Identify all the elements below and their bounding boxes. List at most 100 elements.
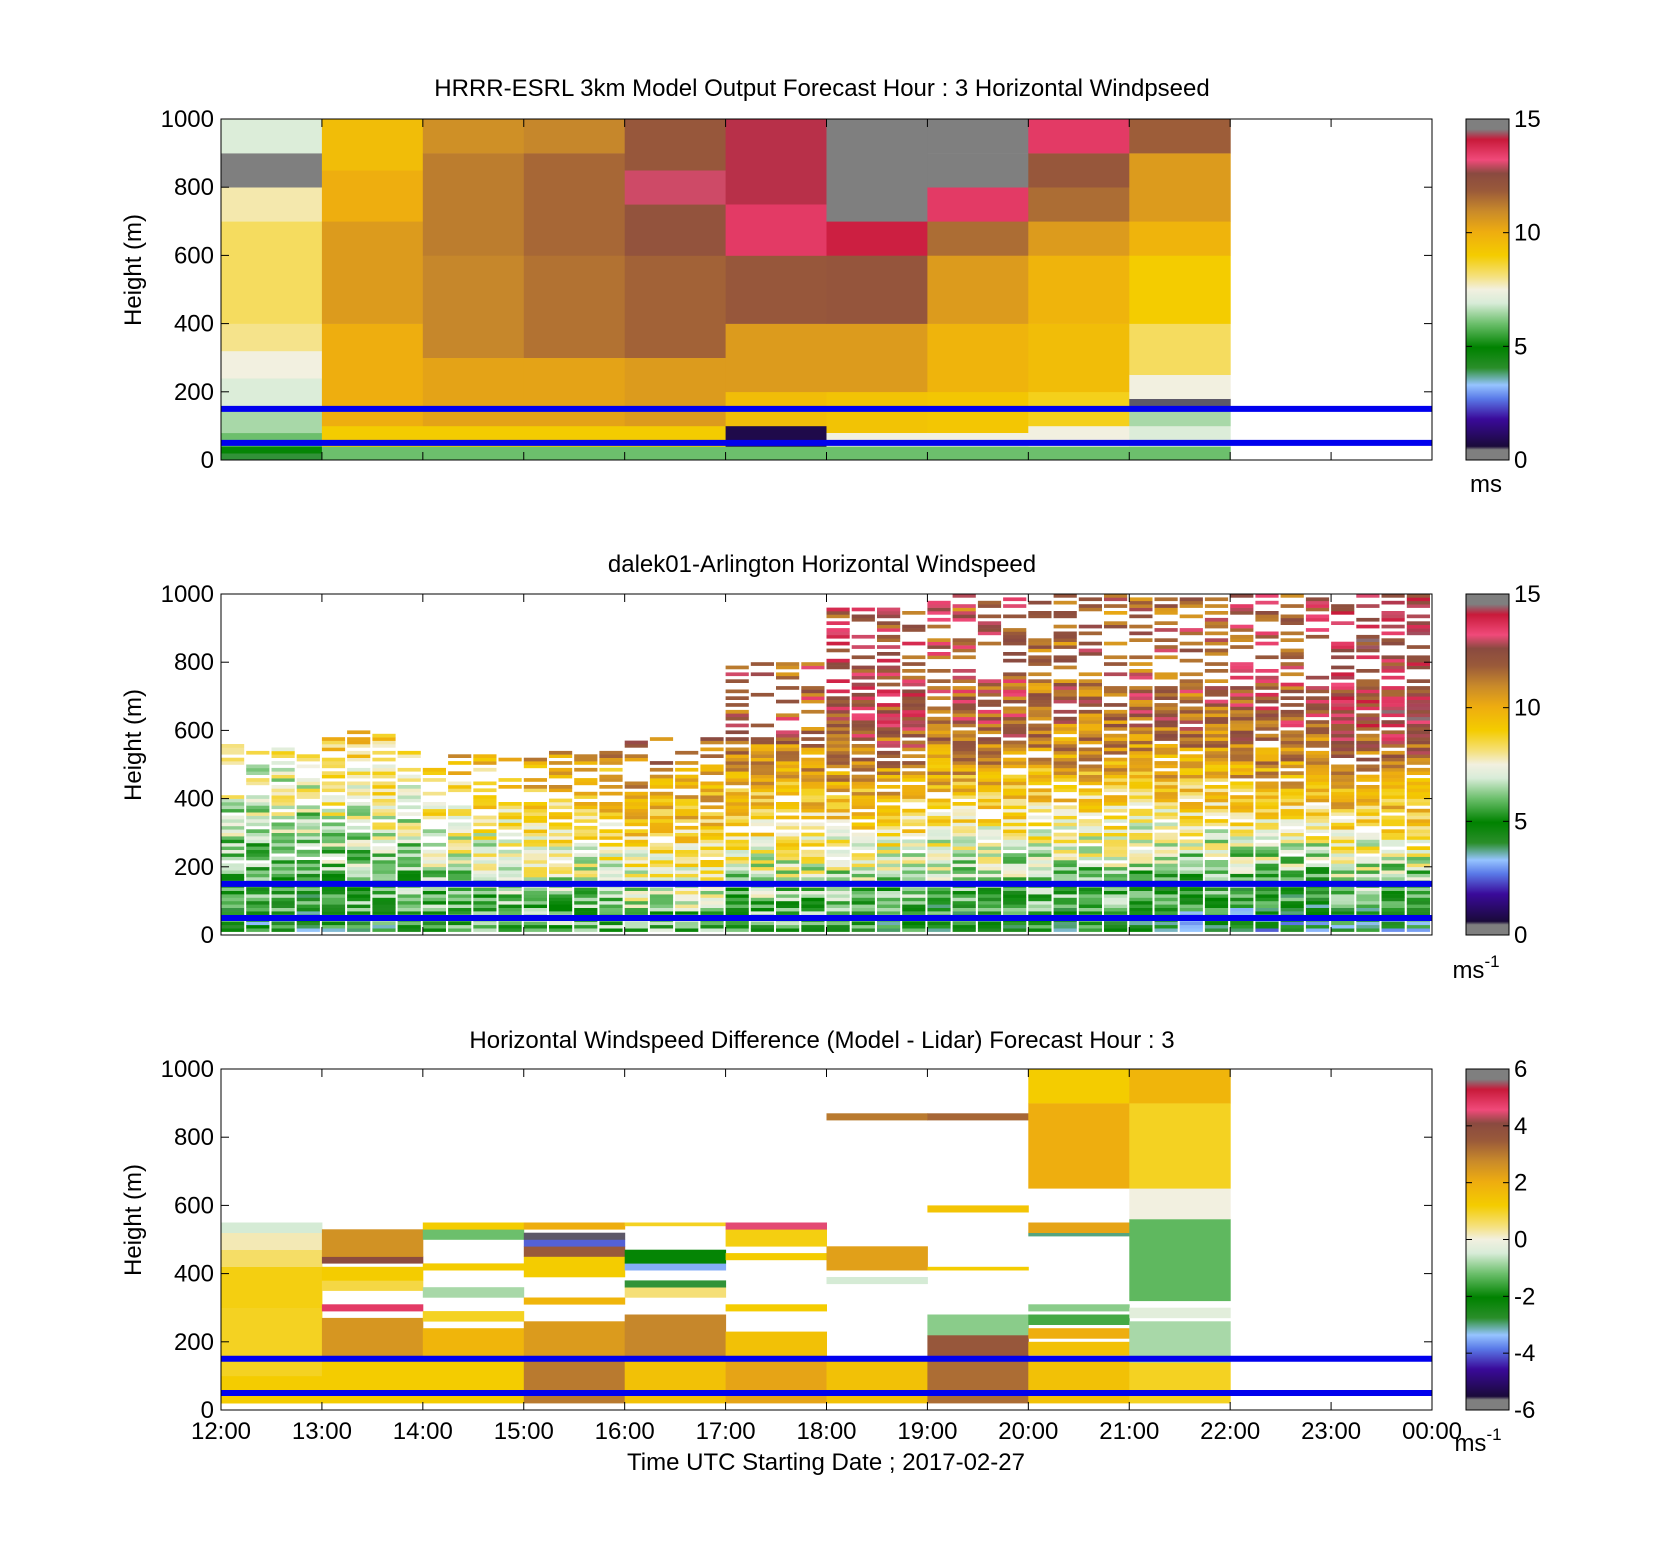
heatmap-cell (422, 897, 446, 902)
heatmap-cell (750, 887, 774, 891)
heatmap-cell (523, 757, 547, 762)
heatmap-cell (1129, 638, 1153, 642)
heatmap-cell (422, 877, 446, 881)
heatmap-cell (574, 767, 598, 772)
heatmap-cell (1053, 594, 1077, 598)
heatmap-cell (246, 805, 270, 810)
heatmap-cell (801, 911, 825, 915)
heatmap-cell (1331, 890, 1355, 895)
heatmap-cell (549, 774, 573, 779)
heatmap-cell (1406, 723, 1430, 728)
heatmap-cell (1003, 778, 1027, 782)
heatmap-cell (826, 754, 850, 758)
heatmap-cell (321, 795, 346, 799)
heatmap-cell (700, 839, 724, 844)
heatmap-cell (523, 832, 547, 837)
heatmap-cell (851, 713, 875, 718)
heatmap-cell (675, 870, 699, 874)
heatmap-cell (1104, 641, 1128, 646)
heatmap-cell (1154, 723, 1178, 728)
heatmap-cell (1406, 600, 1430, 605)
heatmap-cell (1305, 897, 1330, 902)
heatmap-cell (246, 819, 270, 823)
heatmap-cell (1406, 713, 1430, 718)
heatmap-cell (1053, 907, 1077, 912)
heatmap-cell (1204, 621, 1229, 625)
heatmap-cell (599, 815, 623, 820)
heatmap-cell (422, 815, 446, 820)
heatmap-cell (347, 744, 371, 748)
heatmap-cell (902, 778, 926, 782)
heatmap-cell (271, 832, 295, 837)
heatmap-cell (1129, 812, 1153, 816)
heatmap-cell (448, 890, 472, 895)
heatmap-cell (1204, 907, 1229, 912)
heatmap-cell (624, 907, 648, 912)
heatmap-cell (851, 614, 875, 619)
heatmap-cell (221, 825, 245, 830)
heatmap-cell (977, 911, 1002, 915)
heatmap-cell (826, 928, 850, 932)
heatmap-cell (1129, 600, 1153, 605)
heatmap-cell (1129, 1103, 1231, 1189)
heatmap-cell (1028, 781, 1052, 786)
heatmap-cell (1255, 634, 1279, 639)
heatmap-cell (750, 832, 774, 837)
heatmap-cell (1230, 863, 1254, 868)
heatmap-cell (851, 900, 875, 905)
heatmap-cell (675, 825, 699, 830)
heatmap-cell (1280, 890, 1304, 895)
heatmap-cell (927, 255, 1029, 324)
heatmap-cell (826, 894, 850, 898)
heatmap-cell (1381, 692, 1405, 697)
heatmap-cell (750, 849, 774, 854)
heatmap-cell (574, 860, 598, 864)
heatmap-cell (902, 890, 926, 895)
heatmap-cell (1381, 624, 1405, 629)
heatmap-cell (801, 788, 825, 793)
colorbar-tick-label: 4 (1514, 1113, 1527, 1140)
heatmap-cell (1078, 897, 1102, 902)
heatmap-cell (372, 900, 396, 905)
heatmap-cell (422, 1358, 525, 1404)
heatmap-cell (826, 911, 850, 915)
heatmap-cell (1028, 822, 1052, 827)
heatmap-cell (1104, 624, 1128, 629)
heatmap-cell (927, 873, 951, 878)
heatmap-cell (1154, 692, 1178, 697)
heatmap-cell (1331, 774, 1355, 779)
heatmap-cell (700, 737, 724, 741)
heatmap-cell (977, 849, 1002, 854)
heatmap-cell (246, 863, 270, 868)
heatmap-cell (725, 774, 749, 779)
heatmap-cell (1003, 604, 1027, 608)
heatmap-cell (1356, 815, 1380, 820)
heatmap-cell (1230, 860, 1254, 864)
heatmap-cell (877, 624, 901, 629)
heatmap-cell (271, 890, 295, 895)
heatmap-cell (221, 894, 245, 898)
heatmap-cell (877, 832, 901, 837)
heatmap-cell (750, 911, 774, 915)
heatmap-cell (1104, 655, 1128, 660)
heatmap-cell (1028, 805, 1052, 810)
heatmap-cell (246, 877, 270, 881)
heatmap-cell (1406, 699, 1430, 704)
heatmap-cell (574, 894, 598, 898)
heatmap-cell (1078, 781, 1102, 786)
heatmap-cell (675, 860, 699, 864)
heatmap-cell (1028, 764, 1052, 769)
heatmap-cell (977, 709, 1002, 714)
heatmap-cell (1331, 767, 1355, 772)
heatmap-cell (372, 805, 396, 810)
heatmap-cell (1381, 860, 1405, 864)
heatmap-cell (221, 849, 245, 854)
heatmap-cell (1255, 887, 1279, 891)
heatmap-cell (574, 778, 598, 782)
heatmap-cell (347, 757, 371, 762)
heatmap-cell (1104, 921, 1128, 926)
heatmap-cell (725, 808, 749, 813)
heatmap-cell (1003, 713, 1027, 718)
heatmap-cell (574, 808, 598, 813)
heatmap-cell (1331, 853, 1355, 857)
